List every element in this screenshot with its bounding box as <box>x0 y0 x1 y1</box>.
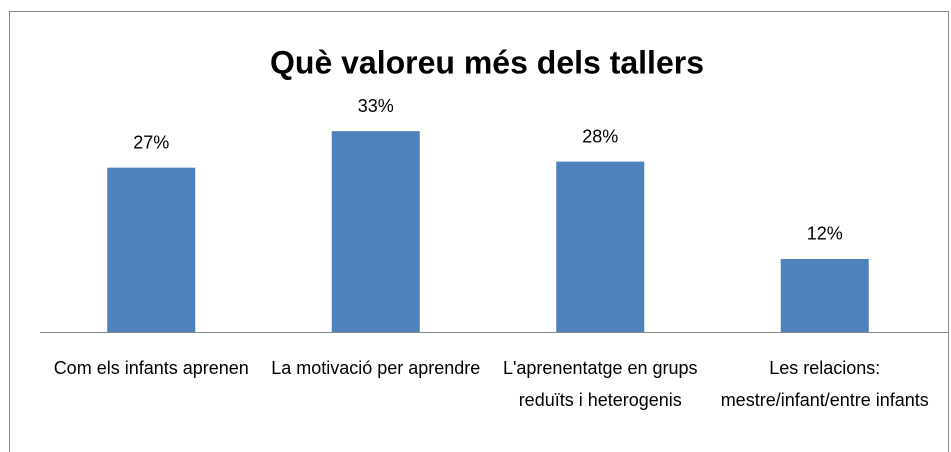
chart-frame <box>9 11 949 452</box>
chart-title: Què valoreu més dels tallers <box>270 44 704 80</box>
x-tick-label: L'aprenentatge en grups reduïts i hetero… <box>502 358 698 410</box>
data-label: 33% <box>358 96 394 116</box>
bar <box>780 258 869 332</box>
bar <box>556 161 645 332</box>
data-label: 27% <box>133 132 169 152</box>
x-tick-label: Les relacions: mestre/infant/entre infan… <box>720 358 929 410</box>
bar <box>331 131 420 332</box>
x-tick-label: La motivació per aprendre <box>271 358 481 378</box>
data-label: 28% <box>582 126 618 146</box>
x-tick-label: Com els infants aprenen <box>53 358 249 378</box>
bar <box>107 167 196 332</box>
data-label: 12% <box>807 224 843 244</box>
